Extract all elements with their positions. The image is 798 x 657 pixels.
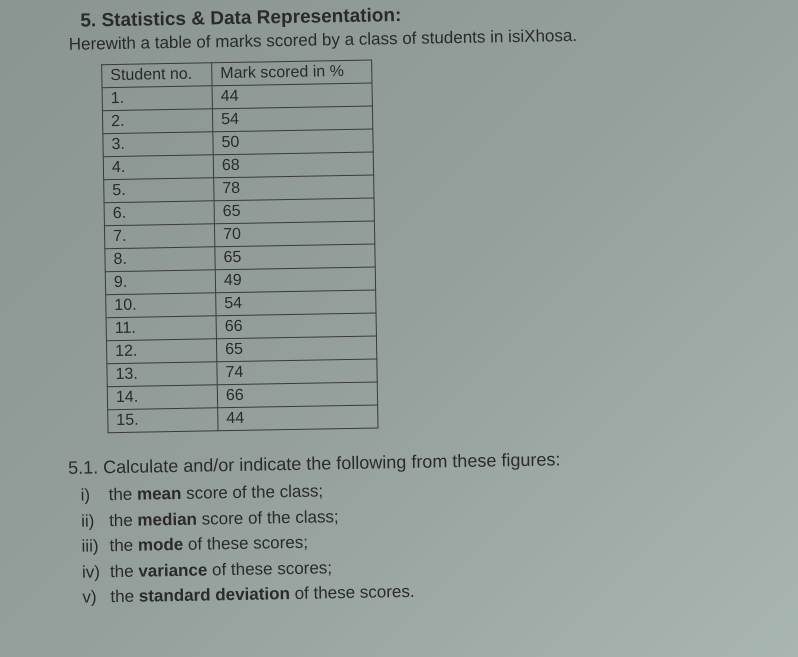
header-mark: Mark scored in %: [212, 60, 372, 86]
cell-mark: 44: [218, 405, 378, 431]
q-post: of these scores;: [183, 533, 308, 554]
cell-mark: 44: [212, 83, 372, 109]
cell-num: 11.: [106, 316, 216, 341]
q-pre: the: [108, 485, 137, 504]
cell-num: 4.: [103, 155, 213, 180]
roman-numeral: ii): [81, 508, 109, 534]
heading-title: Statistics & Data Representation:: [101, 5, 401, 31]
q-pre: the: [109, 536, 138, 555]
q-post: of these scores.: [290, 582, 415, 603]
roman-numeral: iii): [81, 533, 109, 559]
q-bold: mode: [138, 535, 184, 555]
q-post: score of the class;: [197, 507, 339, 528]
cell-num: 1.: [102, 86, 212, 111]
heading-number: 5.: [80, 10, 96, 31]
cell-num: 7.: [104, 224, 214, 249]
cell-num: 9.: [105, 270, 215, 295]
cell-num: 12.: [106, 339, 216, 364]
question-list: i)the mean score of the class; ii)the me…: [68, 471, 768, 611]
table-body: 1.44 2.54 3.50 4.68 5.78 6.65 7.70 8.65 …: [102, 83, 378, 433]
cell-num: 13.: [107, 362, 217, 387]
q-post: of these scores;: [207, 558, 332, 579]
cell-mark: 65: [215, 244, 375, 270]
header-student-no: Student no.: [102, 63, 212, 88]
roman-numeral: iv): [82, 559, 110, 585]
roman-numeral: v): [82, 584, 110, 610]
q-bold: mean: [137, 484, 182, 504]
cell-mark: 65: [216, 336, 376, 362]
cell-mark: 49: [215, 267, 375, 293]
marks-table: Student no. Mark scored in % 1.44 2.54 3…: [101, 60, 378, 434]
cell-num: 14.: [107, 385, 217, 410]
cell-num: 10.: [106, 293, 216, 318]
q-post: score of the class;: [181, 481, 323, 502]
cell-mark: 54: [212, 106, 372, 132]
roman-numeral: i): [80, 482, 108, 508]
cell-mark: 50: [213, 129, 373, 155]
cell-mark: 70: [214, 221, 374, 247]
cell-num: 8.: [105, 247, 215, 272]
worksheet-page: 5. Statistics & Data Representation: Her…: [0, 0, 798, 631]
q-pre: the: [110, 561, 139, 580]
table-row: 15.44: [108, 405, 378, 433]
cell-num: 3.: [103, 132, 213, 157]
cell-mark: 78: [214, 175, 374, 201]
cell-num: 2.: [102, 109, 212, 134]
q-bold: standard deviation: [139, 584, 290, 606]
q-bold: median: [137, 509, 197, 529]
cell-mark: 66: [216, 313, 376, 339]
cell-num: 5.: [104, 178, 214, 203]
q-pre: the: [109, 510, 138, 529]
cell-mark: 65: [214, 198, 374, 224]
cell-mark: 54: [216, 290, 376, 316]
cell-mark: 66: [217, 382, 377, 408]
cell-mark: 74: [217, 359, 377, 385]
cell-num: 6.: [104, 201, 214, 226]
cell-num: 15.: [108, 408, 218, 433]
q-bold: variance: [138, 560, 207, 580]
q-pre: the: [110, 587, 139, 606]
cell-mark: 68: [213, 152, 373, 178]
